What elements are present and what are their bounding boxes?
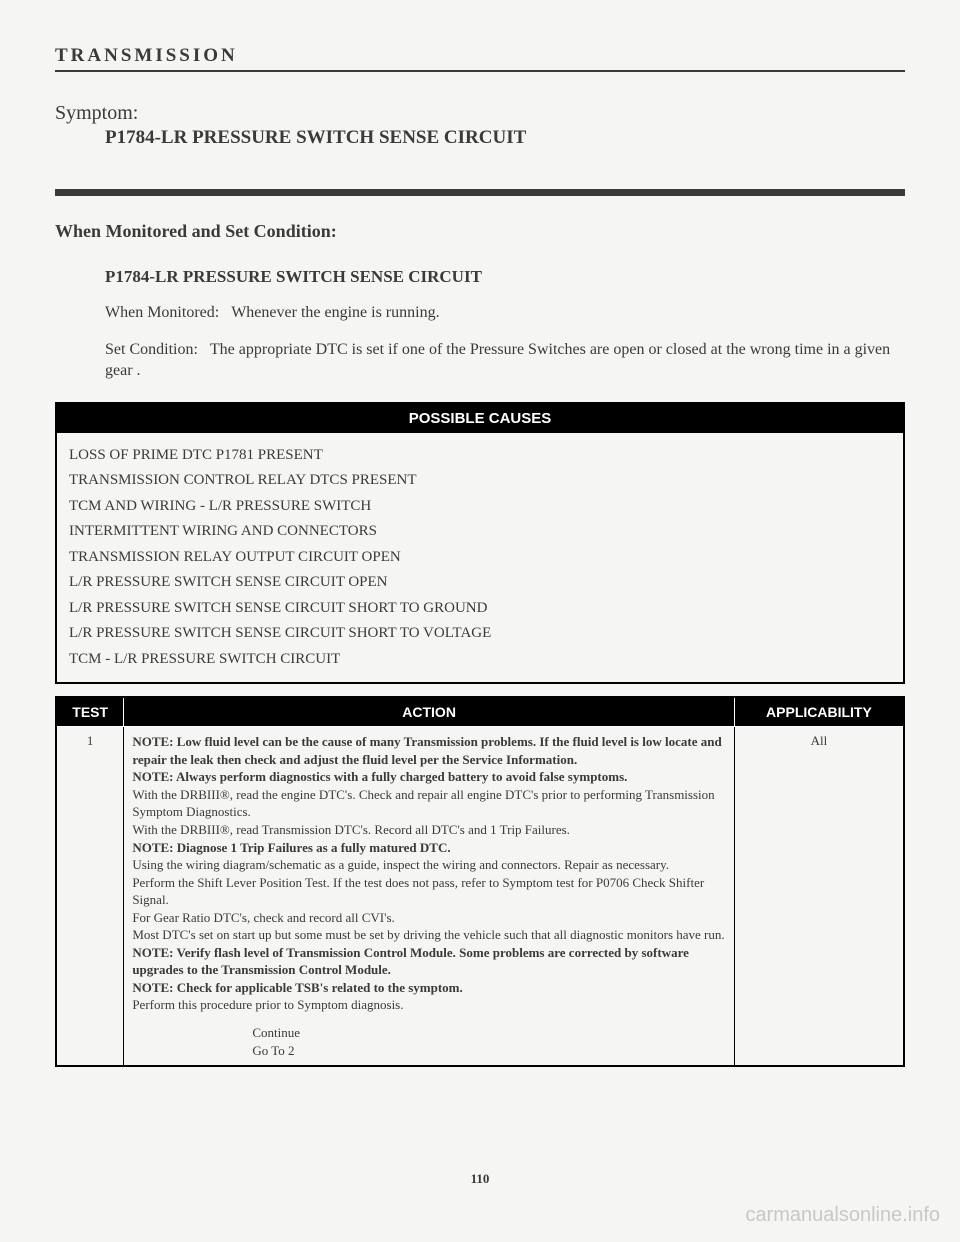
causes-table: POSSIBLE CAUSES LOSS OF PRIME DTC P1781 … xyxy=(55,402,905,685)
monitored-heading: When Monitored and Set Condition: xyxy=(55,221,905,242)
note11: NOTE: Check for applicable TSB's related… xyxy=(132,980,462,995)
when-monitored: When Monitored: Whenever the engine is r… xyxy=(105,302,905,324)
cause-item: LOSS OF PRIME DTC P1781 PRESENT xyxy=(69,443,891,469)
cause-item: L/R PRESSURE SWITCH SENSE CIRCUIT SHORT … xyxy=(69,596,891,622)
causes-header-row: POSSIBLE CAUSES xyxy=(56,403,904,433)
test-header-test: TEST xyxy=(56,697,124,727)
watermark: carmanualsonline.info xyxy=(745,1204,940,1227)
causes-body: LOSS OF PRIME DTC P1781 PRESENT TRANSMIS… xyxy=(56,433,904,684)
set-label: Set Condition: xyxy=(105,341,198,358)
test-action: NOTE: Low fluid level can be the cause o… xyxy=(124,727,735,1066)
test-header-applicability: APPLICABILITY xyxy=(734,697,904,727)
continue-block: Continue Go To 2 xyxy=(132,1024,726,1059)
cause-item: TCM - L/R PRESSURE SWITCH CIRCUIT xyxy=(69,647,891,673)
symptom-label: Symptom: xyxy=(55,102,905,125)
line12: Perform this procedure prior to Symptom … xyxy=(132,997,403,1012)
line8: For Gear Ratio DTC's, check and record a… xyxy=(132,910,394,925)
test-row: 1 NOTE: Low fluid level can be the cause… xyxy=(56,727,904,1066)
monitored-block: P1784-LR PRESSURE SWITCH SENSE CIRCUIT W… xyxy=(55,267,905,382)
test-header-action: ACTION xyxy=(124,697,735,727)
test-header-row: TEST ACTION APPLICABILITY xyxy=(56,697,904,727)
cause-item: TRANSMISSION RELAY OUTPUT CIRCUIT OPEN xyxy=(69,545,891,571)
page-number: 110 xyxy=(0,1171,960,1187)
continue-label: Continue xyxy=(252,1025,300,1040)
line7: Perform the Shift Lever Position Test. I… xyxy=(132,875,704,908)
test-table: TEST ACTION APPLICABILITY 1 NOTE: Low fl… xyxy=(55,696,905,1067)
note5: NOTE: Diagnose 1 Trip Failures as a full… xyxy=(132,840,450,855)
note10: NOTE: Verify flash level of Transmission… xyxy=(132,945,689,978)
when-label: When Monitored: xyxy=(105,304,219,321)
cause-item: INTERMITTENT WIRING AND CONNECTORS xyxy=(69,519,891,545)
causes-header: POSSIBLE CAUSES xyxy=(56,403,904,433)
line9: Most DTC's set on start up but some must… xyxy=(132,927,724,942)
monitored-subtitle: P1784-LR PRESSURE SWITCH SENSE CIRCUIT xyxy=(105,267,905,287)
action-content: NOTE: Low fluid level can be the cause o… xyxy=(132,733,726,1059)
note1: NOTE: Low fluid level can be the cause o… xyxy=(132,734,721,767)
note2: NOTE: Always perform diagnostics with a … xyxy=(132,769,627,784)
test-num: 1 xyxy=(56,727,124,1066)
goto-label: Go To 2 xyxy=(252,1043,294,1058)
divider xyxy=(55,189,905,196)
line3: With the DRBIII®, read the engine DTC's.… xyxy=(132,787,714,820)
line6: Using the wiring diagram/schematic as a … xyxy=(132,857,669,872)
header-title: TRANSMISSION xyxy=(55,45,905,67)
cause-item: L/R PRESSURE SWITCH SENSE CIRCUIT OPEN xyxy=(69,570,891,596)
set-text: The appropriate DTC is set if one of the… xyxy=(105,341,890,380)
cause-item: TRANSMISSION CONTROL RELAY DTCS PRESENT xyxy=(69,468,891,494)
page-header: TRANSMISSION xyxy=(55,45,905,72)
causes-body-row: LOSS OF PRIME DTC P1781 PRESENT TRANSMIS… xyxy=(56,433,904,684)
line4: With the DRBIII®, read Transmission DTC'… xyxy=(132,822,570,837)
cause-item: TCM AND WIRING - L/R PRESSURE SWITCH xyxy=(69,494,891,520)
cause-item: L/R PRESSURE SWITCH SENSE CIRCUIT SHORT … xyxy=(69,621,891,647)
symptom-title: P1784-LR PRESSURE SWITCH SENSE CIRCUIT xyxy=(55,127,905,149)
when-text: Whenever the engine is running. xyxy=(231,304,439,321)
set-condition: Set Condition: The appropriate DTC is se… xyxy=(105,339,905,382)
test-applicability: All xyxy=(734,727,904,1066)
